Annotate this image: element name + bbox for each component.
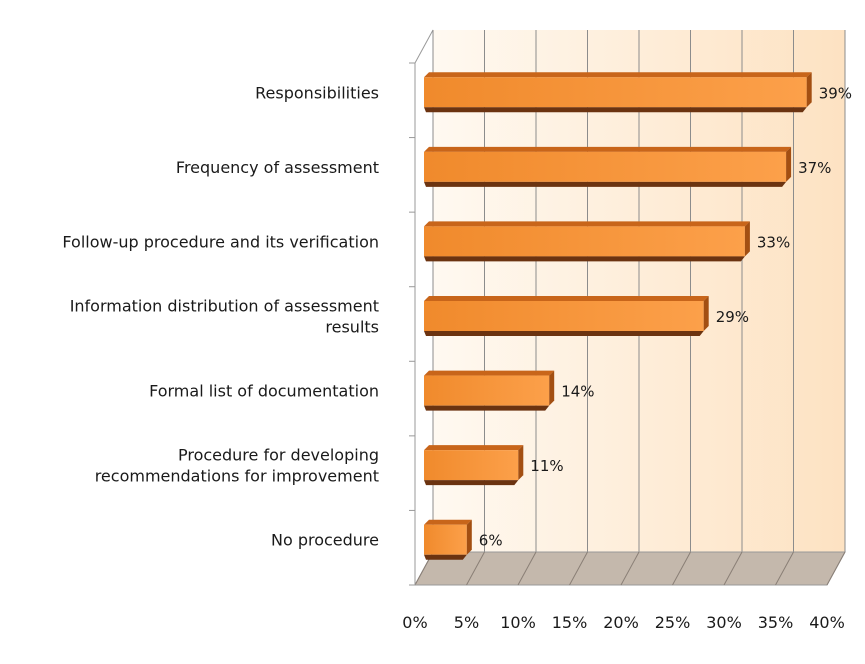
category-label-line: No procedure xyxy=(271,531,379,550)
bar-top-face xyxy=(424,221,750,227)
category-label-line: results xyxy=(325,318,379,337)
bar-top-face xyxy=(424,296,709,301)
floor-gridline xyxy=(517,551,537,586)
category-label: Frequency of assessment xyxy=(176,158,379,177)
bar-end-face xyxy=(703,296,709,331)
category-label: Procedure for developing recommendations … xyxy=(95,446,379,486)
data-label: 6% xyxy=(479,532,503,550)
bar-end-face xyxy=(806,72,812,108)
floor-gridline xyxy=(826,551,846,586)
x-tick-label: 5% xyxy=(454,613,479,632)
category-label-line: Follow-up procedure and its verification xyxy=(62,232,379,251)
bar[interactable] xyxy=(424,77,807,108)
floor-gridline xyxy=(620,551,640,586)
data-label: 33% xyxy=(757,233,790,251)
x-tick-label: 40% xyxy=(809,613,845,632)
bar-top-face xyxy=(424,519,472,525)
floor-gridline xyxy=(672,551,691,586)
data-label: 29% xyxy=(716,308,749,326)
bar[interactable] xyxy=(424,226,745,257)
data-label: 37% xyxy=(798,159,831,177)
bar-bottom-face xyxy=(424,107,807,113)
category-label-line: Frequency of assessment xyxy=(176,158,379,177)
bar-end-face xyxy=(549,370,555,406)
floor-gridline xyxy=(466,551,485,586)
category-label: Formal list of documentation xyxy=(149,382,379,401)
bar-end-face xyxy=(466,519,472,555)
floor-gridline xyxy=(723,551,743,586)
bar-bottom-face xyxy=(424,554,467,560)
floor-gridline xyxy=(569,551,588,586)
category-label: Responsibilities xyxy=(255,83,379,102)
bar[interactable] xyxy=(424,151,787,182)
x-tick-label: 30% xyxy=(706,613,742,632)
bar-end-face xyxy=(744,221,750,257)
bar-end-face xyxy=(786,146,792,182)
bar-top-face xyxy=(424,146,792,152)
bar-bottom-face xyxy=(424,256,745,262)
category-label-line: Procedure for developing xyxy=(178,446,379,465)
category-label: Information distribution of assessment re… xyxy=(70,297,379,337)
bar-bottom-face xyxy=(424,181,787,187)
category-label-line: Responsibilities xyxy=(255,83,379,102)
bar-bottom-face xyxy=(424,405,550,411)
data-label: 14% xyxy=(561,383,594,401)
bar-top-face xyxy=(424,445,524,451)
bar[interactable] xyxy=(424,375,550,406)
data-label: 39% xyxy=(819,84,852,102)
x-tick-label: 25% xyxy=(655,613,691,632)
bar-end-face xyxy=(518,445,524,481)
category-label-line: recommendations for improvement xyxy=(95,467,379,486)
bar-top-face xyxy=(424,72,812,78)
bar-top-face xyxy=(424,370,555,376)
category-label: Follow-up procedure and its verification xyxy=(62,232,379,251)
category-label: No procedure xyxy=(271,531,379,550)
bar-bottom-face xyxy=(424,480,519,486)
bar-bottom-face xyxy=(424,331,704,336)
x-tick-label: 10% xyxy=(500,613,536,632)
bar[interactable] xyxy=(424,301,704,331)
x-tick-label: 0% xyxy=(402,613,427,632)
floor-gridline xyxy=(775,551,794,586)
bar[interactable] xyxy=(424,450,519,481)
bar[interactable] xyxy=(424,524,467,555)
data-label: 11% xyxy=(530,457,563,475)
category-label-line: Information distribution of assessment xyxy=(70,297,379,316)
category-label-line: Formal list of documentation xyxy=(149,382,379,401)
x-tick-label: 20% xyxy=(603,613,639,632)
x-tick-label: 35% xyxy=(758,613,794,632)
x-tick-label: 15% xyxy=(552,613,588,632)
